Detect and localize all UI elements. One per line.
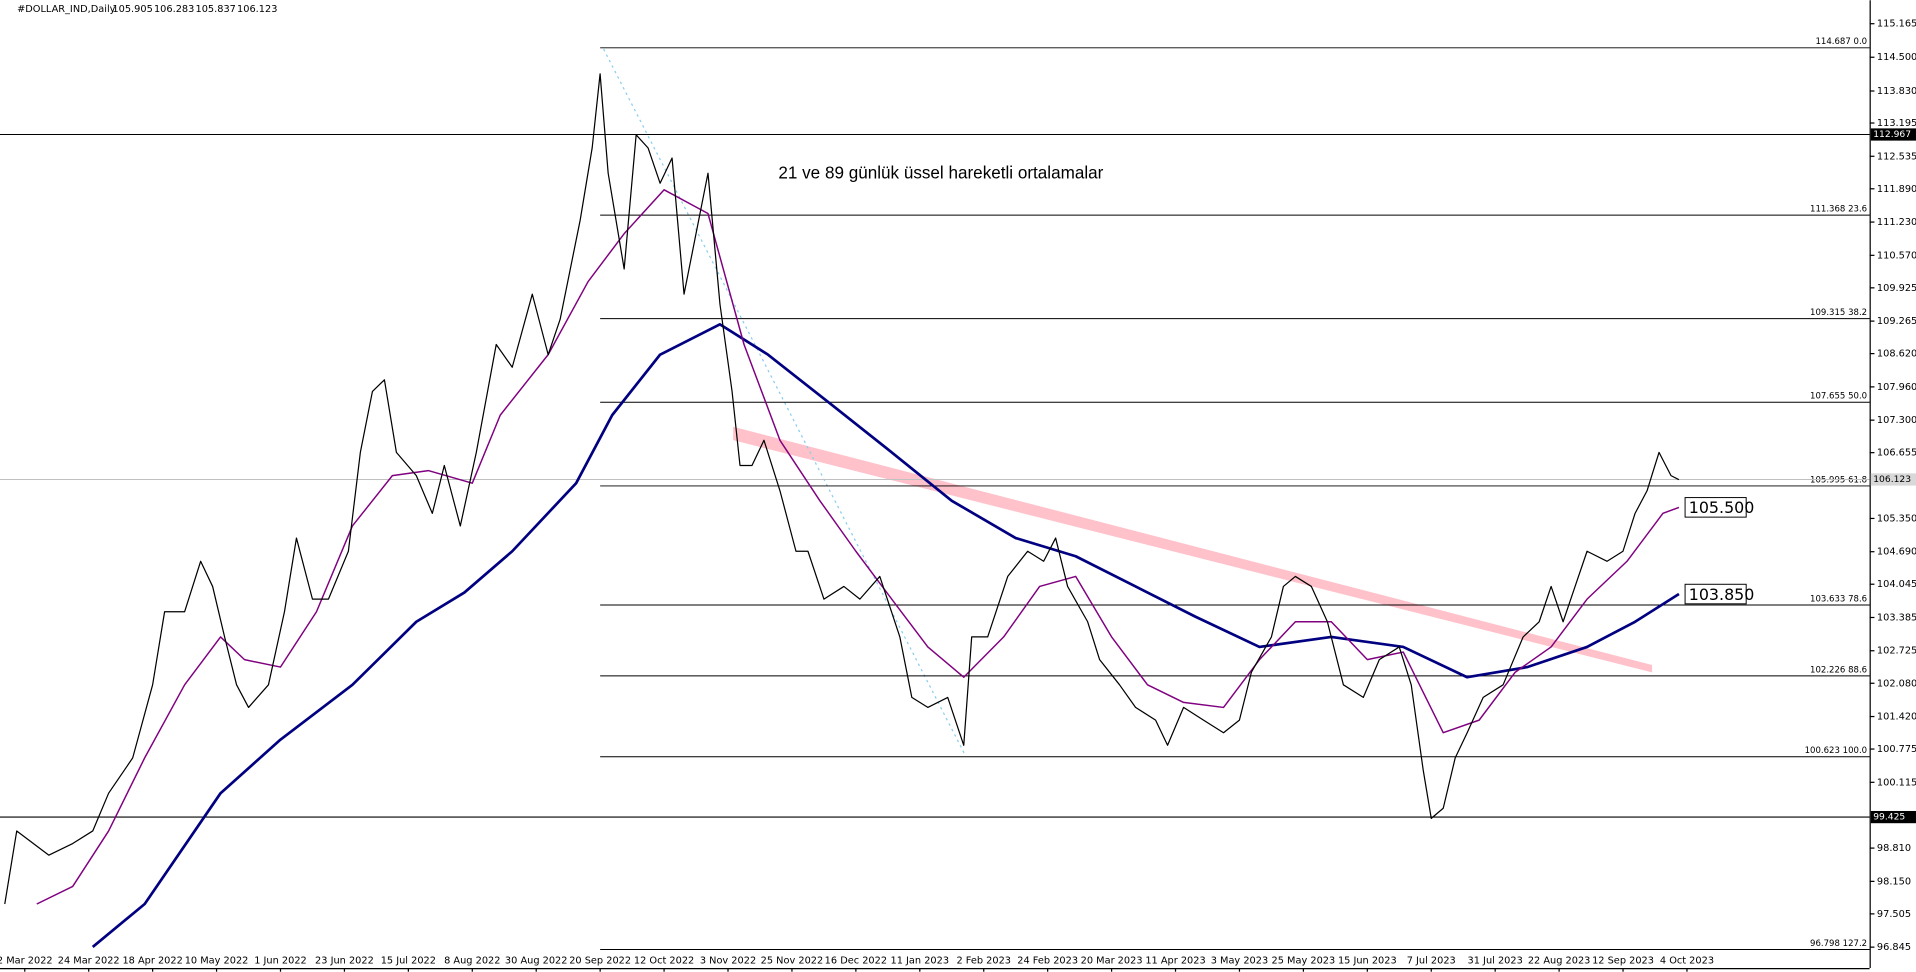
y-tick-label: 110.570: [1877, 250, 1916, 261]
fib-label: 96.798 127.2: [1810, 939, 1867, 949]
symbol: #DOLLAR_IND,Daily: [17, 4, 116, 15]
y-tick-label: 111.230: [1877, 217, 1916, 228]
x-tick-label: 16 Dec 2022: [825, 956, 887, 967]
price-box: [1870, 810, 1916, 824]
fib-label: 107.655 50.0: [1810, 392, 1867, 402]
x-tick-label: 10 May 2022: [185, 956, 249, 967]
x-tick-label: 30 Aug 2022: [505, 956, 568, 967]
ohlc-value: 106.283: [154, 4, 194, 15]
price-box-label: 112.967: [1873, 129, 1911, 140]
y-tick-label: 113.830: [1877, 86, 1916, 97]
ohlc-value: 105.837: [196, 4, 236, 15]
price-box: [1870, 128, 1916, 141]
y-tick-label: 98.150: [1877, 876, 1911, 887]
y-tick-label: 111.890: [1877, 184, 1916, 195]
fib-label: 105.995 61.8: [1810, 475, 1867, 485]
y-tick-label: 108.620: [1877, 349, 1916, 360]
y-tick-label: 103.385: [1877, 612, 1916, 623]
price-box-label: 106.123: [1873, 474, 1911, 485]
x-tick-label: 12 Oct 2022: [634, 956, 694, 967]
fib-label: 103.633 78.6: [1810, 594, 1867, 604]
x-tick-label: 31 Jul 2023: [1468, 956, 1523, 967]
x-tick-label: 7 Jul 2023: [1407, 956, 1456, 967]
x-tick-label: 2 Mar 2022: [0, 956, 53, 967]
y-tick-label: 105.350: [1877, 513, 1916, 524]
x-tick-label: 3 Nov 2022: [700, 956, 756, 967]
price-box-label: 99.425: [1873, 812, 1905, 823]
y-tick-label: 98.810: [1877, 843, 1911, 854]
price-box: [1870, 473, 1916, 486]
x-tick-label: 18 Apr 2022: [122, 956, 182, 967]
ema-label: 103.850: [1689, 585, 1755, 604]
x-tick-label: 24 Feb 2023: [1017, 956, 1078, 967]
x-tick-label: 15 Jun 2023: [1338, 956, 1397, 967]
price-line: [4, 73, 1680, 905]
y-tick-label: 107.960: [1877, 382, 1916, 393]
ema-label-box: [1684, 583, 1747, 605]
x-tick-label: 12 Sep 2023: [1592, 956, 1654, 967]
ohlc-value: 106.123: [237, 4, 277, 15]
y-tick-label: 114.500: [1877, 52, 1916, 63]
y-tick-label: 107.300: [1877, 415, 1916, 426]
fib-label: 100.623 100.0: [1805, 746, 1868, 756]
y-tick-label: 109.925: [1877, 283, 1916, 294]
x-tick-label: 3 May 2023: [1211, 956, 1268, 967]
x-tick-label: 1 Jun 2022: [254, 956, 307, 967]
trend-channel: [733, 426, 1653, 673]
y-tick-label: 113.195: [1877, 118, 1916, 129]
y-tick-label: 104.045: [1877, 579, 1916, 590]
x-tick-label: 15 Jul 2022: [381, 956, 436, 967]
ema-21: [36, 189, 1680, 905]
y-tick-label: 106.655: [1877, 448, 1916, 459]
y-tick-label: 109.265: [1877, 316, 1916, 327]
x-tick-label: 11 Jan 2023: [891, 956, 950, 967]
x-tick-label: 11 Apr 2023: [1145, 956, 1205, 967]
x-tick-label: 4 Oct 2023: [1660, 956, 1714, 967]
y-tick-label: 104.690: [1877, 547, 1916, 558]
x-tick-label: 25 Nov 2022: [761, 956, 824, 967]
y-tick-label: 97.505: [1877, 909, 1911, 920]
y-tick-label: 96.845: [1877, 942, 1911, 953]
fib-label: 111.368 23.6: [1810, 204, 1867, 214]
y-tick-label: 112.535: [1877, 151, 1916, 162]
plot: 105.905 106.283 105.837 106.123115.165114.5…: [0, 4, 1916, 972]
x-tick-label: 20 Mar 2023: [1081, 956, 1143, 967]
ema-89: [91, 322, 1680, 948]
x-tick-label: 24 Mar 2022: [58, 956, 120, 967]
x-tick-label: 20 Sep 2022: [569, 956, 631, 967]
ema-label: 105.500: [1689, 498, 1755, 517]
fib-label: 102.226 88.6: [1810, 665, 1867, 675]
x-tick-label: 22 Aug 2023: [1528, 956, 1591, 967]
annotation: 21 ve 89 günlük üssel hareketli ortalama…: [778, 163, 1103, 182]
ohlc-value: 105.905: [112, 4, 152, 15]
fib-label: 109.315 38.2: [1810, 308, 1867, 318]
ema-label-box: [1684, 497, 1747, 518]
y-tick-label: 100.115: [1877, 777, 1916, 788]
y-tick-label: 100.775: [1877, 744, 1916, 755]
y-tick-label: 102.080: [1877, 678, 1916, 689]
x-tick-label: 23 Jun 2022: [315, 956, 374, 967]
y-tick-label: 115.165: [1877, 19, 1916, 30]
fib-label: 114.687 0.0: [1815, 37, 1867, 47]
x-tick-label: 2 Feb 2023: [956, 956, 1011, 967]
x-tick-label: 8 Aug 2022: [444, 956, 500, 967]
y-tick-label: 102.725: [1877, 646, 1916, 657]
fib-trendline: [603, 48, 966, 756]
x-tick-label: 25 May 2023: [1272, 956, 1336, 967]
y-tick-label: 101.420: [1877, 712, 1916, 723]
